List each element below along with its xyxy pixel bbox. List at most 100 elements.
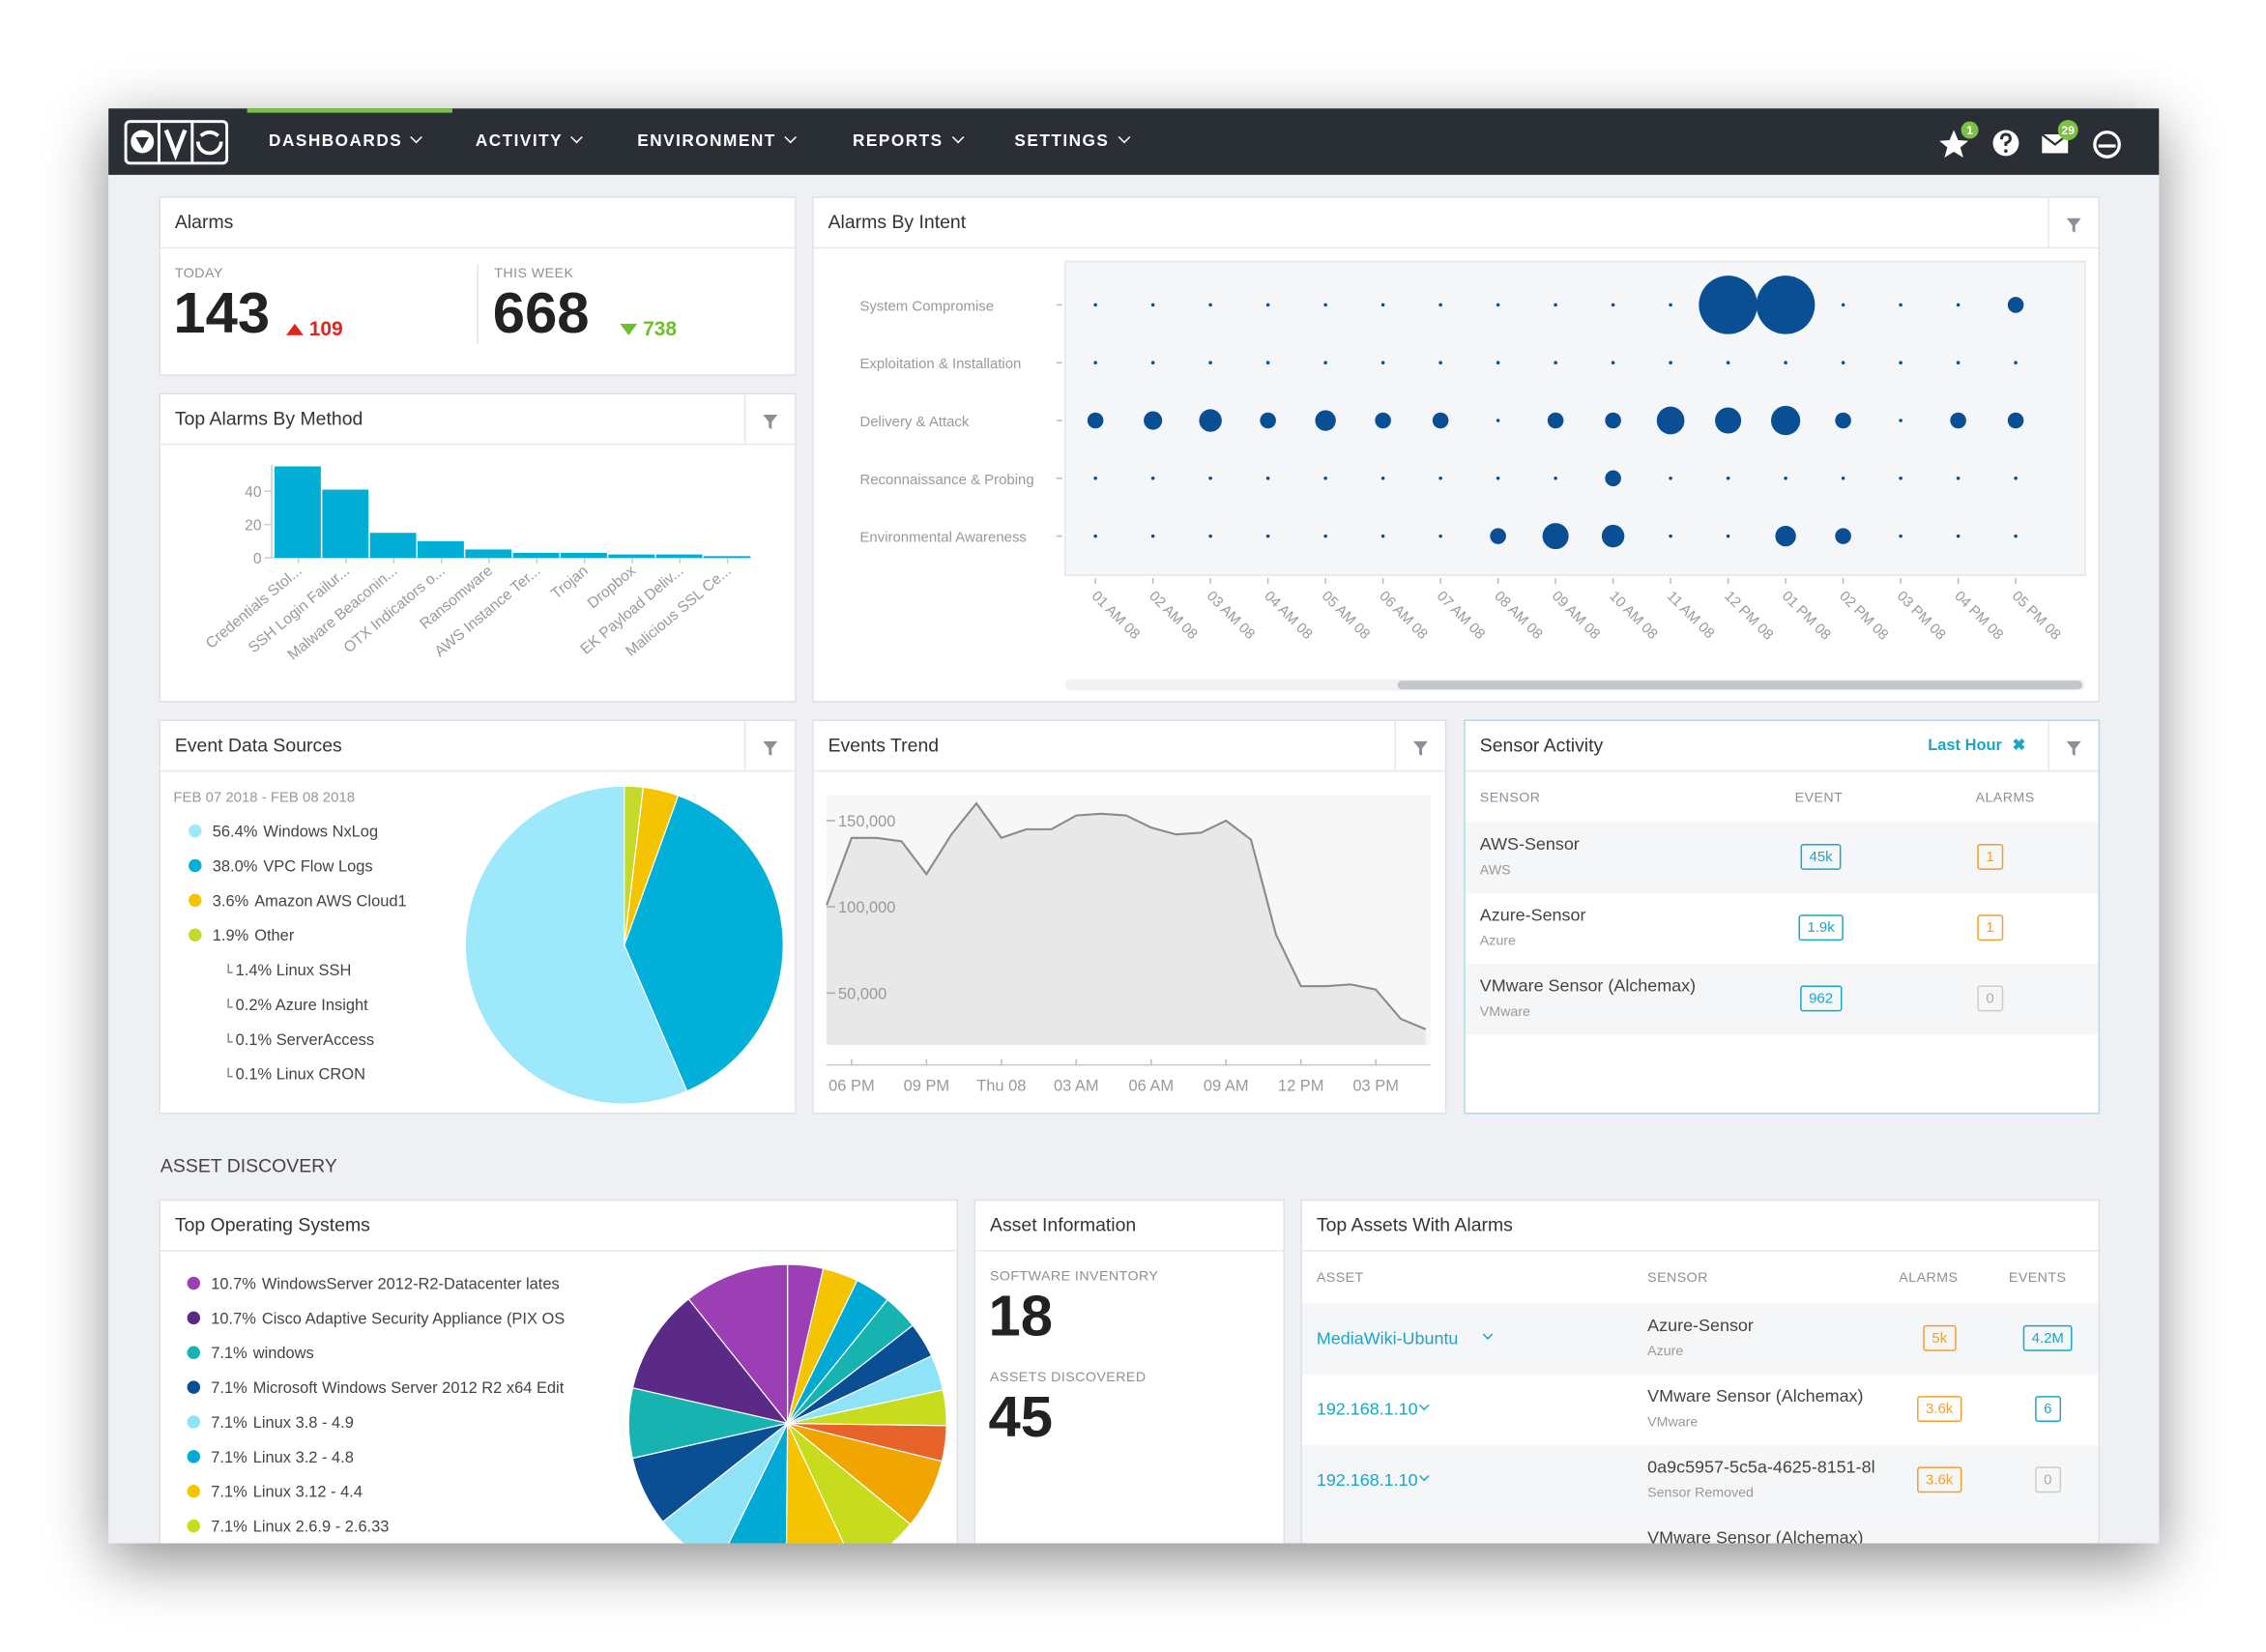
filter-button[interactable] [1394,720,1445,770]
sensor-name: Azure-Sensor [1479,904,1586,925]
sensor-name: 0a9c5957-5c5a-4625-8151-8l [1647,1456,1875,1477]
funnel-icon [2066,740,2081,756]
dropdown-chevron[interactable] [1482,1329,1494,1340]
alarm-count: 1 [1977,844,2003,870]
dropdown-chevron[interactable] [1418,1400,1430,1411]
filter-button[interactable] [743,720,795,770]
panel-title: Top Assets With Alarms [1301,1201,2099,1252]
column-header: ALARMS [1975,790,2035,807]
sensor-name: VMware Sensor (Alchemax) [1479,975,1697,996]
active-indicator [247,108,452,113]
sensor-type: Azure [1479,933,1516,950]
alarm-count: 1 [1977,914,2003,942]
event-count: 0 [2035,1466,2061,1493]
funnel-icon [1413,740,1428,756]
column-header: ASSET [1316,1270,1364,1287]
alarm-count: 3.6k [1917,1466,1962,1493]
alarm-count: 3.6k [1917,1396,1962,1422]
account-icon[interactable] [2093,130,2121,159]
panel-title: Events Trend [813,721,1445,772]
funnel-shape [763,415,778,429]
asset-info-panel: Asset Information SOFTWARE INVENTORY 18 … [973,1199,1285,1544]
funnel-shape [2066,740,2081,756]
nav-label[interactable]: ENVIRONMENT [637,132,776,151]
filter-button[interactable] [743,394,795,444]
panel-title: Asset Information [975,1201,1284,1252]
chevron [1117,130,1130,144]
asset-link[interactable]: 192.168.1.10 [1316,1469,1418,1491]
table-row[interactable]: VMware Sensor (Alchemax) VMware 962 0 [1465,964,2099,1035]
app-window: DASHBOARDS ACTIVITY ENVIRONMENT REPORTS … [108,108,2160,1544]
logo[interactable] [124,120,229,165]
stat-change: 109 [285,316,343,340]
badge [2057,120,2078,141]
nav-item[interactable]: ENVIRONMENT [637,108,798,175]
stat-value: 45 [988,1385,1054,1450]
event-count: 1.9k [1798,914,1844,942]
funnel-shape [2066,217,2081,233]
nav-item[interactable]: ACTIVITY [475,108,584,175]
chevron [784,130,798,144]
filter-button[interactable] [2048,197,2098,247]
sensor-name: VMware Sensor (Alchemax) [1647,1527,1864,1544]
nav-label[interactable]: ACTIVITY [475,132,564,151]
nav-item[interactable]: REPORTS [852,108,964,175]
event-count: 4.2M [2022,1324,2073,1351]
column-header: ALARMS [1899,1270,1959,1287]
stat-change: 738 [620,316,677,339]
funnel-shape [1413,740,1428,756]
panel-title: Alarms By Intent [813,198,2099,249]
asset-link[interactable]: 192.168.1.10 [1316,1399,1418,1419]
nav-item[interactable]: SETTINGS [1014,108,1130,175]
nav-label[interactable]: REPORTS [852,132,944,151]
table-row[interactable]: AWS-Sensor AWS 45k 1 [1465,822,2099,893]
asset-link[interactable]: MediaWiki-Ubuntu [1316,1327,1459,1348]
funnel-icon [763,415,778,429]
section-title: ASSET DISCOVERY [160,1154,337,1176]
time-filter[interactable]: Last Hour ✖ [1928,721,2025,770]
panel-title: Event Data Sources [160,721,796,772]
table-row[interactable]: VMware Sensor (Alchemax) [1301,1516,2099,1544]
favorites-icon[interactable] [1939,130,1969,158]
up-arrow [285,323,304,335]
table-row[interactable]: MediaWiki-Ubuntu Azure-Sensor Azure 5k 4.2M [1301,1303,2099,1375]
table-row[interactable]: Azure-Sensor Azure 1.9k 1 [1465,892,2099,965]
table-row[interactable]: 192.168.1.10 VMware Sensor (Alchemax) VMwa… [1301,1374,2099,1445]
column-header: EVENT [1794,790,1844,807]
table-row[interactable]: 192.168.1.10 0a9c5957-5c5a-4625-8151-8l Se… [1301,1444,2099,1517]
alarm-count: 5k [1923,1324,1957,1351]
clear-filter[interactable]: ✖ [2012,737,2026,755]
sensor-type: AWS [1479,862,1511,879]
nav-label[interactable]: DASHBOARDS [269,132,403,151]
nav-icons: 1 29 [1939,120,2121,159]
sensor-name: Azure-Sensor [1647,1315,1754,1336]
sensor-name: AWS-Sensor [1479,833,1580,855]
column-header: SENSOR [1647,1270,1708,1287]
dropdown-chevron[interactable] [1418,1470,1430,1482]
top-assets-panel: Top Assets With Alarms ASSET SENSOR ALARMS… [1300,1199,2101,1544]
filter-button[interactable] [2048,720,2098,770]
filter-label[interactable]: Last Hour [1928,737,2002,755]
alarms-intent-panel: Alarms By Intent [812,196,2101,703]
chevron [951,130,964,144]
nav-label[interactable]: SETTINGS [1014,132,1110,151]
badge-count: 1 [1966,124,1973,137]
sensor-type: VMware [1479,1003,1530,1021]
funnel-icon [2066,217,2081,233]
down-arrow [620,323,638,335]
event-count: 962 [1800,985,1843,1012]
top-os-panel: Top Operating Systems [159,1199,959,1544]
nav-item[interactable]: DASHBOARDS [269,108,423,175]
chevron [570,130,584,144]
change-value: 109 [308,316,343,340]
nav-bar: DASHBOARDS ACTIVITY ENVIRONMENT REPORTS … [108,108,2160,175]
sensor-type: VMware [1647,1414,1699,1431]
stat-value: 668 [492,281,590,346]
column-header: EVENTS [2008,1270,2067,1287]
funnel-icon [763,740,778,756]
stat-value: 143 [173,281,271,346]
top-alarms-panel: Top Alarms By Method [159,392,797,703]
change-value: 738 [643,316,677,340]
